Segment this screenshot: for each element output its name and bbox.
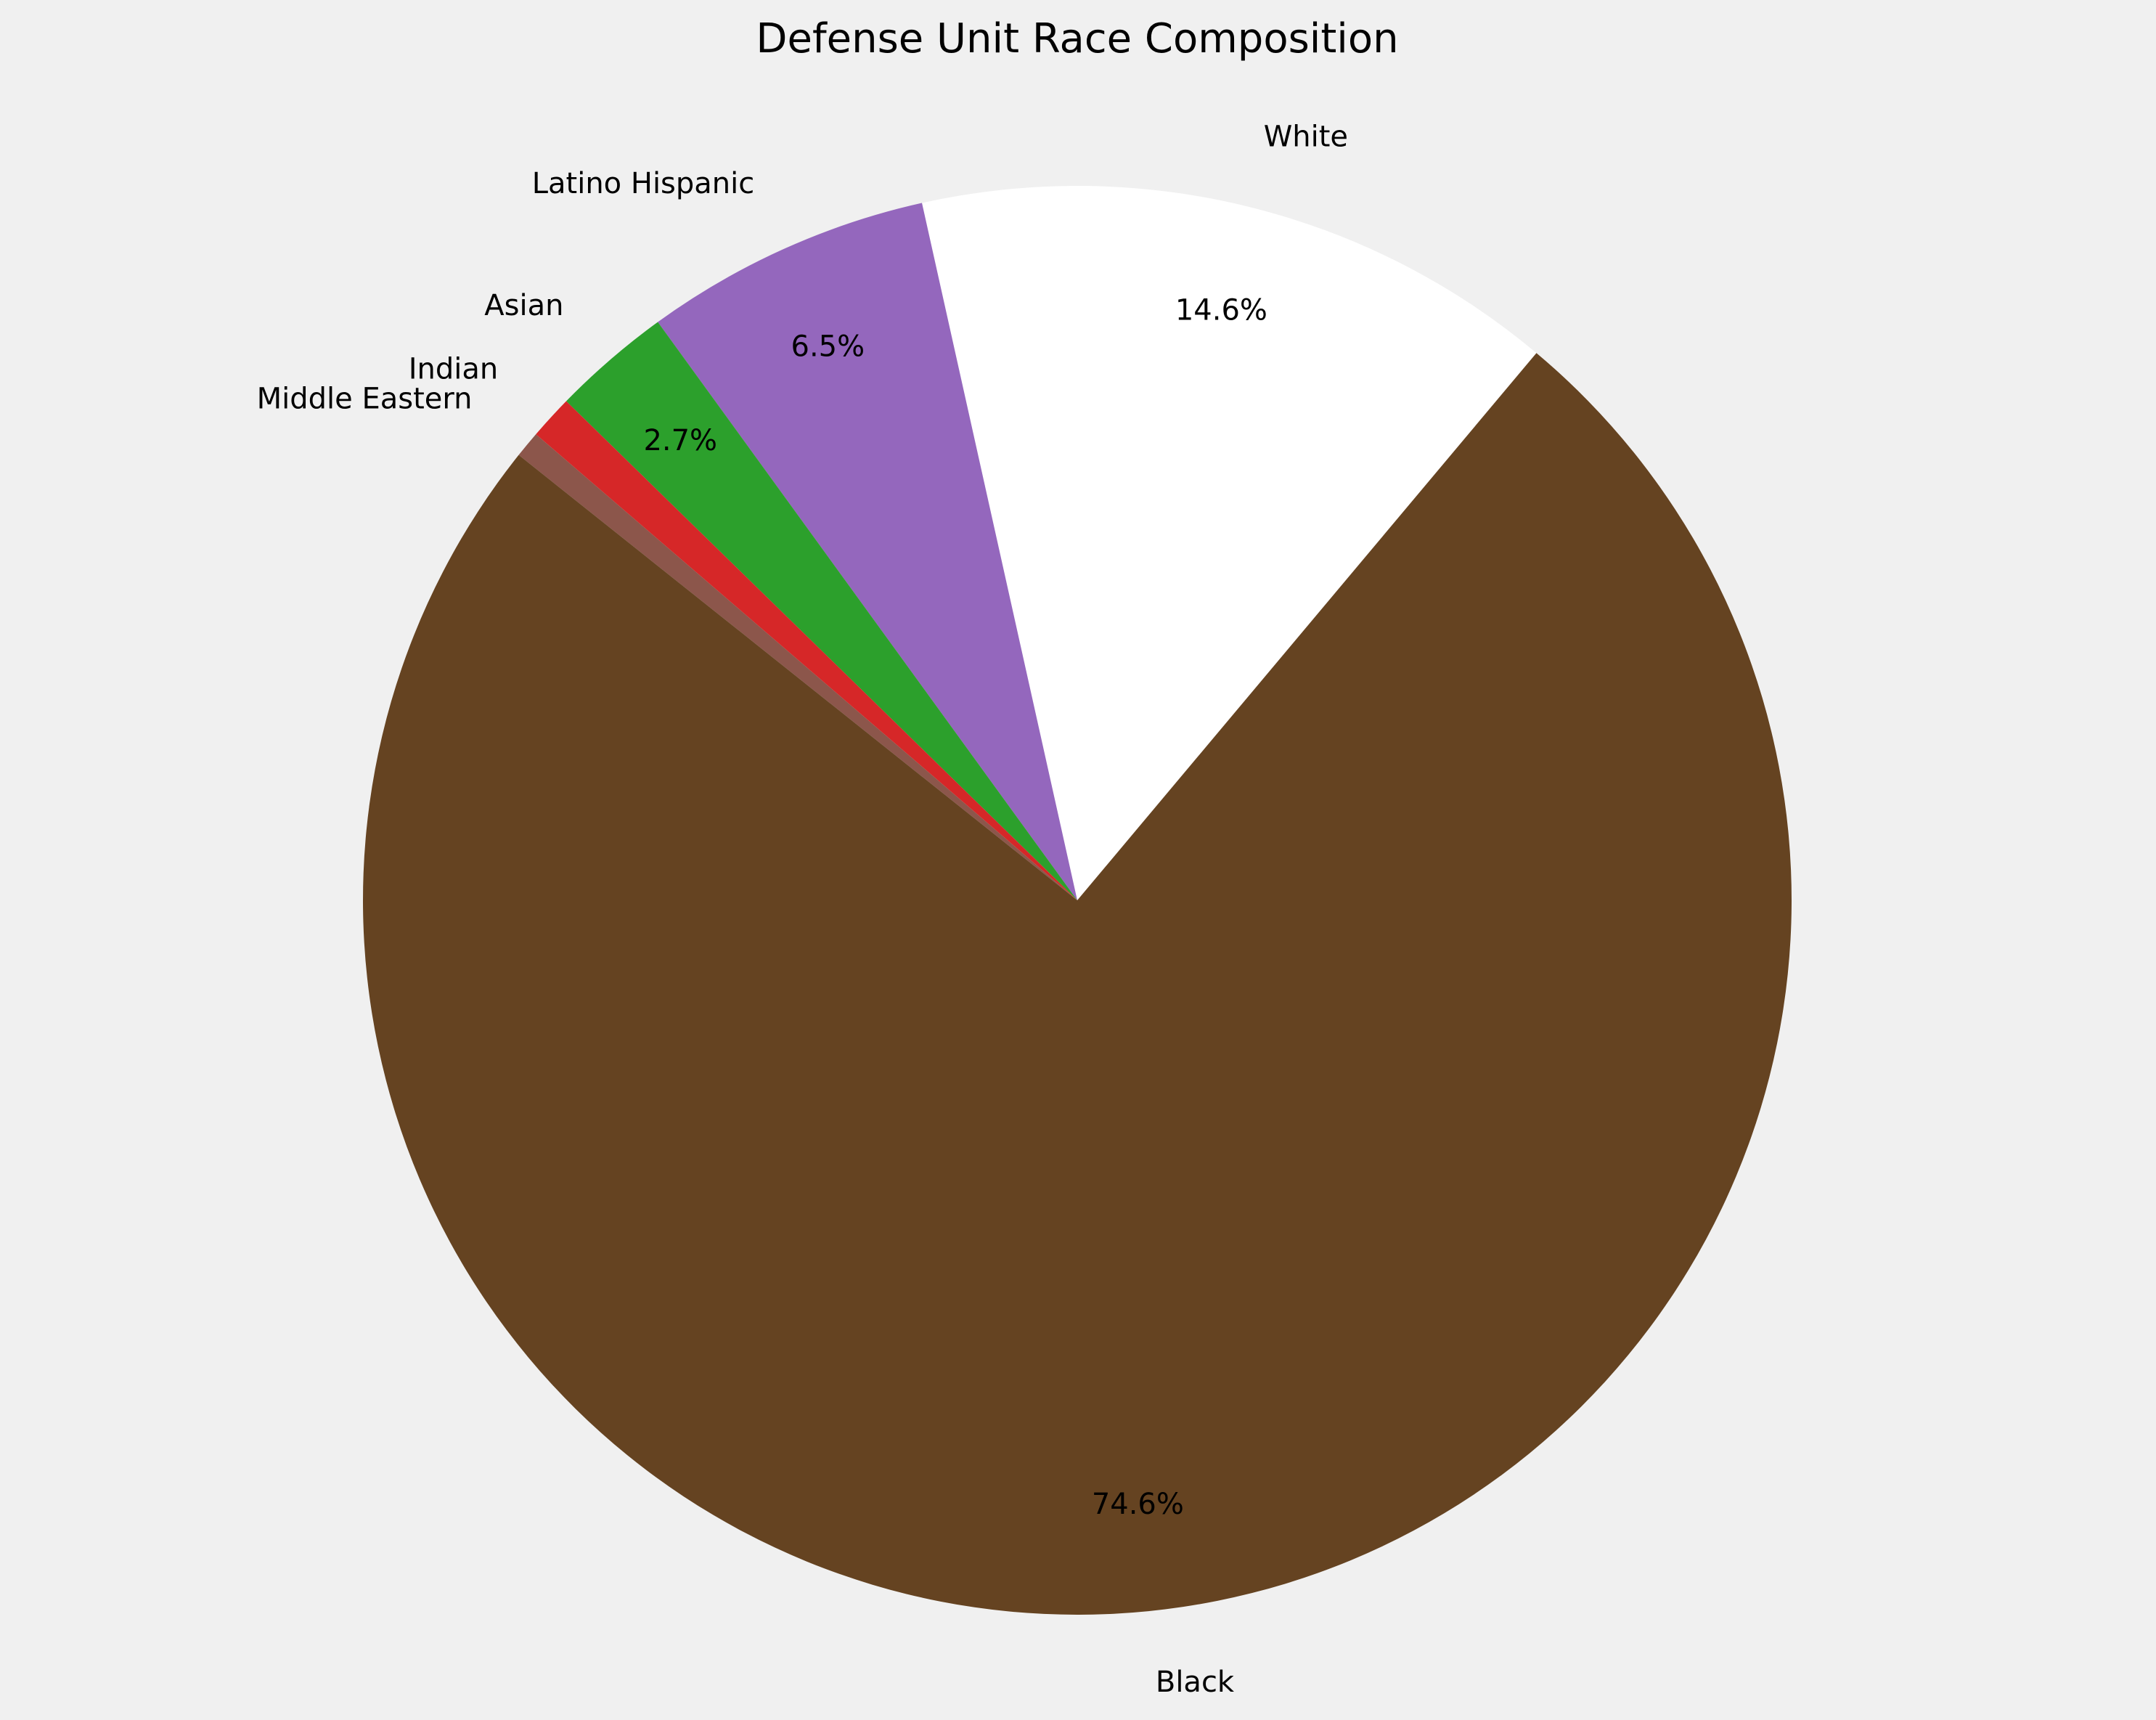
pie-slice-black [363, 353, 1792, 1615]
slice-percent-latino-hispanic: 6.5% [791, 330, 865, 363]
slice-label-black: Black [1156, 1666, 1235, 1699]
pie-slice-white [922, 186, 1537, 900]
slice-percent-white: 14.6% [1175, 293, 1267, 327]
chart-title: Defense Unit Race Composition [756, 15, 1398, 62]
slice-label-latino-hispanic: Latino Hispanic [532, 167, 755, 200]
slice-label-indian: Indian [409, 352, 499, 386]
slice-label-middle-eastern: Middle Eastern [257, 382, 473, 415]
slice-label-asian: Asian [484, 289, 563, 322]
pie-slice-middle-eastern [518, 434, 1077, 900]
slice-label-white: White [1264, 120, 1348, 153]
pie-slice-asian [565, 322, 1077, 900]
slice-percent-black: 74.6% [1092, 1488, 1184, 1521]
pie-slice-indian [536, 401, 1077, 900]
slice-percent-asian: 2.7% [643, 424, 717, 457]
pie-slice-latino-hispanic [658, 203, 1077, 900]
pie-labels: White 14.6% Latino Hispanic 6.5% Asian 2.7% In… [257, 120, 1348, 1699]
pie-slices [363, 186, 1792, 1615]
